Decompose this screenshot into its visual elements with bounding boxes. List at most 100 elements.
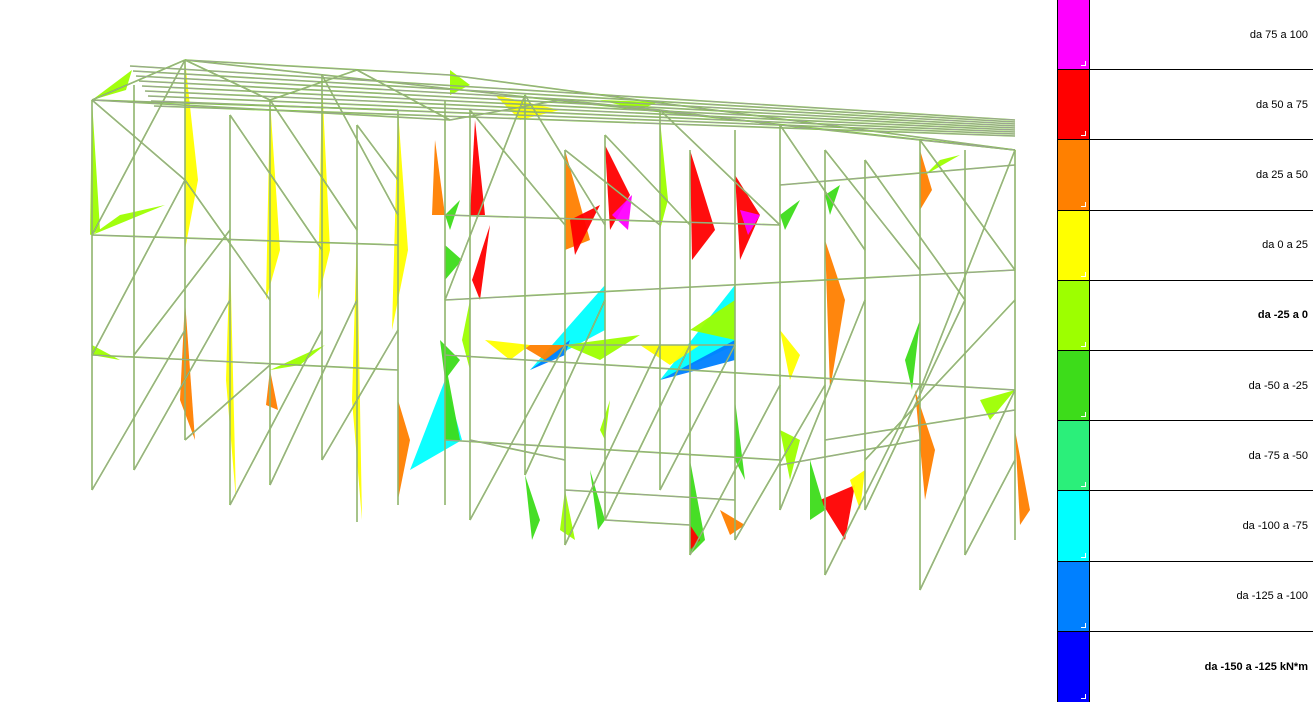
frame-member bbox=[919, 389, 1016, 591]
frame-member bbox=[864, 299, 1016, 461]
moment-diagram-fill bbox=[690, 525, 700, 550]
legend-label: da 25 a 50 bbox=[1256, 168, 1308, 181]
swatch-corner-mark bbox=[1081, 131, 1086, 137]
frame-member bbox=[269, 299, 358, 486]
frame-member bbox=[184, 179, 271, 301]
moment-diagram-fill bbox=[92, 70, 132, 100]
frame-member bbox=[184, 364, 271, 441]
moment-diagram-fill bbox=[605, 145, 630, 230]
moment-diagram-fill bbox=[445, 245, 462, 280]
frame-member bbox=[524, 299, 606, 476]
legend-swatch bbox=[1058, 0, 1090, 70]
frame-member bbox=[444, 269, 1016, 301]
frame-member bbox=[133, 229, 231, 356]
moment-diagram-fill bbox=[445, 360, 460, 440]
structural-model-view[interactable] bbox=[0, 0, 1056, 702]
legend-row: da -75 a -50 bbox=[1058, 421, 1313, 492]
swatch-corner-mark bbox=[1081, 693, 1086, 699]
moment-diagram-fill bbox=[905, 320, 920, 390]
frame-member bbox=[229, 114, 323, 251]
frame-member bbox=[269, 99, 358, 231]
legend-row: da -100 a -75 bbox=[1058, 491, 1313, 562]
frame-member bbox=[269, 69, 358, 101]
frame-member bbox=[564, 489, 736, 501]
moment-diagram-fill bbox=[735, 400, 745, 480]
legend-row: da -125 a -100 bbox=[1058, 561, 1313, 632]
moment-diagram-fill bbox=[520, 345, 565, 360]
legend-swatch bbox=[1058, 561, 1090, 631]
frame-member bbox=[444, 439, 781, 461]
legend-row: da -50 a -25 bbox=[1058, 351, 1313, 422]
moment-diagram-fill bbox=[660, 120, 668, 230]
moment-diagram-fill bbox=[780, 330, 800, 380]
swatch-corner-mark bbox=[1081, 201, 1086, 207]
frame-member bbox=[919, 139, 1016, 271]
moment-diagram-fill bbox=[810, 460, 825, 520]
frame-member bbox=[779, 124, 921, 141]
frame-member bbox=[321, 74, 399, 216]
frame-member bbox=[964, 459, 1016, 556]
moment-diagram-fill bbox=[92, 205, 165, 235]
moment-diagram-fill bbox=[472, 225, 490, 300]
legend-row: da 75 a 100 bbox=[1058, 0, 1313, 71]
swatch-corner-mark bbox=[1081, 341, 1086, 347]
frame-member bbox=[449, 99, 561, 121]
frame-member bbox=[147, 95, 1016, 133]
moment-diagram-fill bbox=[485, 340, 530, 360]
frame-member bbox=[129, 65, 1016, 121]
swatch-corner-mark bbox=[1081, 61, 1086, 67]
frame-member bbox=[659, 109, 781, 126]
moment-diagram-fill bbox=[590, 470, 605, 530]
frame-member bbox=[559, 99, 661, 111]
frame-member bbox=[779, 439, 921, 466]
legend-row: da 50 a 75 bbox=[1058, 70, 1313, 141]
moment-diagram-fill bbox=[720, 510, 745, 535]
moment-diagram-fill bbox=[440, 340, 460, 380]
legend-label: da 75 a 100 bbox=[1249, 28, 1308, 41]
frame-member bbox=[356, 69, 451, 121]
legend-row: da -25 a 0 bbox=[1058, 280, 1313, 351]
legend-swatch bbox=[1058, 421, 1090, 491]
frame-member bbox=[779, 164, 1016, 186]
frame-member bbox=[91, 179, 186, 356]
frame-member bbox=[919, 139, 1016, 151]
legend-swatch bbox=[1058, 210, 1090, 280]
moment-diagram-fill bbox=[825, 185, 840, 215]
moment-diagram-fill bbox=[318, 80, 330, 300]
legend-row: da 0 a 25 bbox=[1058, 210, 1313, 281]
moment-diagram-fill bbox=[462, 300, 470, 370]
moment-diagram-fill bbox=[565, 335, 640, 360]
legend-swatch bbox=[1058, 631, 1090, 702]
legend-swatch bbox=[1058, 140, 1090, 210]
frame-members bbox=[91, 59, 1016, 591]
frame-member bbox=[469, 439, 566, 461]
moment-diagram-fill bbox=[825, 240, 845, 390]
frame-member bbox=[564, 344, 661, 546]
legend-row: da 25 a 50 bbox=[1058, 140, 1313, 211]
frame-member bbox=[469, 109, 566, 226]
legend-label: da -50 a -25 bbox=[1248, 379, 1308, 392]
moment-diagram-fill bbox=[266, 370, 278, 410]
frame-member bbox=[141, 85, 1016, 129]
frame-member bbox=[444, 94, 526, 301]
frame-member bbox=[91, 234, 399, 246]
frame-member bbox=[91, 329, 186, 491]
swatch-corner-mark bbox=[1081, 271, 1086, 277]
swatch-corner-mark bbox=[1081, 412, 1086, 418]
swatch-corner-mark bbox=[1081, 622, 1086, 628]
frame-member bbox=[659, 109, 781, 226]
frame-member bbox=[659, 344, 736, 491]
moment-diagram-fill bbox=[740, 210, 760, 235]
moment-diagram-fill bbox=[780, 430, 800, 480]
frame-member bbox=[144, 90, 1016, 131]
frame-member bbox=[444, 354, 1016, 391]
frame-member bbox=[132, 70, 1016, 123]
moment-diagram-fill bbox=[690, 300, 735, 340]
legend-swatch bbox=[1058, 491, 1090, 561]
frame-member bbox=[449, 74, 1016, 151]
frame-member bbox=[919, 149, 1016, 391]
legend-label: da -125 a -100 bbox=[1236, 590, 1308, 603]
frame-member bbox=[356, 124, 399, 181]
frame-member bbox=[91, 99, 186, 181]
moment-diagram-fill bbox=[920, 150, 932, 210]
